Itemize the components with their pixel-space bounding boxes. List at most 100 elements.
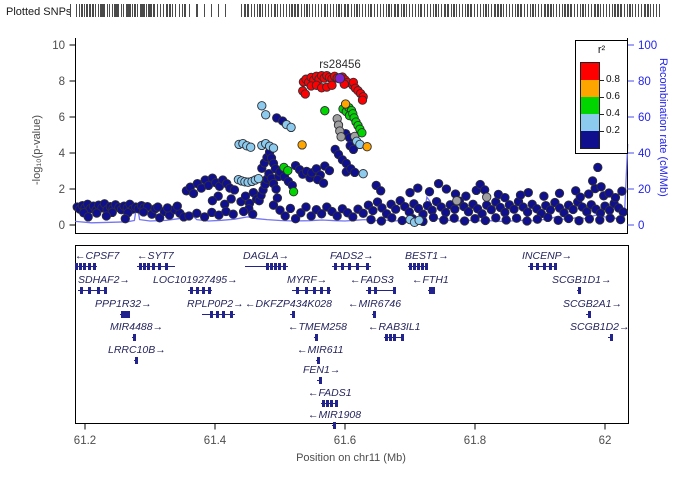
snp-position-tick bbox=[356, 4, 358, 17]
snp-position-tick bbox=[184, 4, 186, 17]
snp-position-tick bbox=[544, 4, 546, 17]
snp-position-tick bbox=[178, 4, 180, 17]
snp-position-tick bbox=[450, 4, 452, 17]
snp-point bbox=[615, 214, 626, 225]
y2-axis-tick-label: 100 bbox=[638, 40, 657, 52]
snp-position-tick bbox=[470, 4, 472, 17]
snp-position-tick bbox=[432, 4, 435, 17]
snp-position-tick bbox=[324, 4, 326, 17]
snp-position-tick bbox=[482, 4, 485, 17]
legend-title: r² bbox=[597, 44, 606, 56]
snp-position-tick bbox=[502, 4, 504, 17]
snp-position-tick bbox=[594, 4, 596, 17]
snp-position-tick bbox=[423, 4, 425, 17]
snp-position-tick bbox=[549, 4, 551, 17]
snp-point bbox=[300, 89, 310, 99]
snp-position-tick bbox=[465, 4, 467, 17]
snp-point bbox=[288, 187, 299, 197]
snp-point bbox=[340, 99, 351, 109]
snp-position-tick bbox=[368, 4, 370, 17]
snp-position-tick bbox=[620, 4, 622, 17]
snp-point bbox=[387, 213, 397, 223]
y2-axis-tick-label: 0 bbox=[638, 220, 644, 232]
snp-position-tick bbox=[142, 4, 144, 17]
gene-track-panel bbox=[75, 245, 629, 424]
snp-position-tick bbox=[358, 4, 361, 17]
legend-swatch bbox=[581, 114, 599, 131]
legend-swatch-column bbox=[580, 62, 600, 149]
snp-position-tick bbox=[517, 4, 519, 17]
snp-position-tick bbox=[573, 4, 575, 17]
snp-point bbox=[509, 204, 519, 214]
snp-position-tick bbox=[570, 4, 572, 17]
snp-point bbox=[605, 213, 615, 223]
legend-threshold-label: 0.6 bbox=[606, 91, 620, 102]
snp-position-tick bbox=[644, 4, 646, 17]
snp-position-tick bbox=[338, 4, 340, 17]
snp-position-tick bbox=[658, 4, 661, 17]
snp-position-tick bbox=[626, 4, 628, 17]
snp-position-tick bbox=[83, 4, 86, 17]
snp-position-tick bbox=[210, 4, 213, 17]
snp-point bbox=[617, 186, 627, 196]
snp-position-tick bbox=[332, 4, 335, 17]
snp-point bbox=[522, 207, 533, 217]
snp-point bbox=[188, 188, 199, 199]
snp-position-tick bbox=[258, 4, 261, 17]
snp-position-tick bbox=[579, 4, 581, 17]
snp-position-tick bbox=[576, 4, 578, 17]
snp-point bbox=[439, 215, 449, 225]
snp-position-tick bbox=[338, 4, 341, 17]
snp-point bbox=[248, 209, 258, 219]
snp-position-tick bbox=[523, 4, 525, 17]
snp-position-tick bbox=[531, 4, 534, 17]
snp-position-tick bbox=[326, 4, 328, 17]
snp-point bbox=[482, 192, 492, 202]
snp-point bbox=[500, 207, 510, 218]
snp-position-tick bbox=[541, 4, 543, 17]
snp-position-tick bbox=[476, 4, 478, 17]
snp-position-tick bbox=[92, 4, 94, 17]
snp-position-tick bbox=[388, 4, 390, 17]
snp-point bbox=[595, 215, 605, 225]
snp-position-tick bbox=[196, 4, 198, 17]
snp-point bbox=[463, 207, 474, 217]
snp-position-tick bbox=[550, 4, 552, 17]
snp-position-tick bbox=[608, 4, 611, 17]
snp-point bbox=[376, 186, 386, 196]
snp-position-tick bbox=[163, 4, 165, 17]
snp-point bbox=[348, 144, 359, 155]
snp-point bbox=[316, 209, 327, 219]
snp-point bbox=[155, 213, 165, 223]
snp-position-tick bbox=[562, 4, 564, 17]
snp-position-tick bbox=[156, 4, 158, 17]
snp-position-tick bbox=[444, 4, 446, 17]
snp-point bbox=[358, 169, 368, 179]
snp-position-tick bbox=[131, 4, 134, 17]
snp-position-tick bbox=[274, 4, 276, 17]
snp-point bbox=[501, 215, 511, 225]
snp-position-tick bbox=[435, 4, 438, 17]
y2-axis-tick-label: 80 bbox=[638, 76, 651, 88]
snp-position-tick bbox=[273, 4, 275, 17]
snp-position-tick bbox=[111, 4, 113, 17]
snp-position-tick bbox=[181, 4, 183, 17]
snp-position-tick bbox=[497, 4, 499, 17]
snp-position-tick bbox=[638, 4, 640, 17]
snp-position-tick bbox=[106, 4, 108, 17]
x-axis-tick-label: 62 bbox=[599, 435, 612, 447]
snp-point bbox=[563, 213, 574, 224]
snp-position-tick bbox=[629, 4, 631, 17]
snp-position-tick bbox=[81, 4, 83, 17]
snp-position-tick bbox=[247, 4, 249, 17]
snp-point bbox=[523, 187, 533, 198]
snp-position-tick bbox=[305, 4, 308, 17]
snp-position-tick bbox=[225, 4, 227, 17]
snp-position-tick bbox=[494, 4, 496, 17]
snp-point bbox=[348, 212, 358, 222]
snp-position-tick bbox=[253, 4, 255, 17]
snp-position-tick bbox=[104, 4, 106, 17]
snp-position-tick bbox=[294, 4, 296, 17]
y-axis-tick-label: 0 bbox=[59, 220, 65, 232]
snp-point bbox=[461, 191, 471, 201]
